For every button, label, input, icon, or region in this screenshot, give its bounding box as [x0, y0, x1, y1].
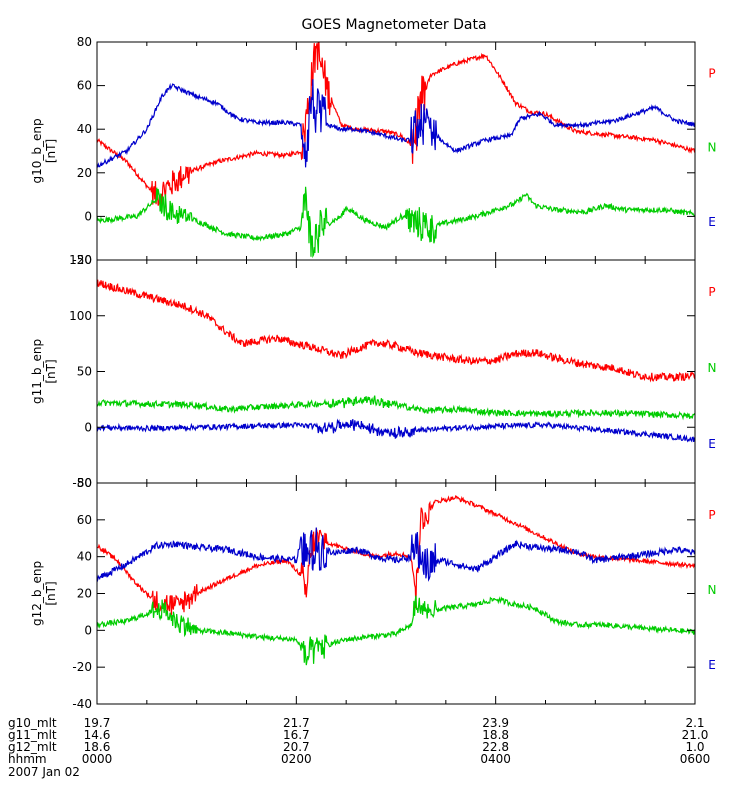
footer-row-value: 23.9 [482, 716, 509, 730]
y-tick-label: 80 [77, 35, 92, 49]
y-tick-label: 40 [77, 122, 92, 136]
y-tick-label: 0 [84, 209, 92, 223]
series-line-e [97, 79, 695, 168]
y-axis-label: g11_b_enp [30, 339, 44, 404]
chart-footer: g10_mlt 19.7 21.7 23.9 2.1 g11_mlt 14.6 16.7 18.… [8, 716, 710, 779]
footer-row-value: 0000 [82, 752, 113, 766]
y-tick-label: 60 [77, 79, 92, 93]
series-line-n [97, 186, 695, 259]
footer-row-value: 16.7 [283, 728, 310, 742]
panel-1: -20 0 20 40 60 80 g10_b_enp [nT] P N E [30, 35, 716, 267]
footer-row-label: g10_mlt [8, 716, 57, 730]
y-tick-label: 0 [84, 623, 92, 637]
footer-row-value: 18.6 [84, 740, 111, 754]
footer-row-value: 21.0 [682, 728, 709, 742]
y-tick-label: 100 [69, 309, 92, 323]
panel-series [97, 42, 695, 259]
y-axis-unit: [nT] [44, 139, 58, 163]
footer-row-value: 19.7 [84, 716, 111, 730]
legend-e: E [708, 437, 716, 451]
footer-row-value: 0600 [680, 752, 711, 766]
footer-row-value: 21.7 [283, 716, 310, 730]
chart-title: GOES Magnetometer Data [301, 17, 486, 33]
legend-n: N [708, 583, 717, 597]
series-line-e [97, 527, 695, 583]
panel-series [97, 279, 695, 443]
y-tick-label: -20 [72, 253, 92, 267]
y-tick-label: -40 [72, 697, 92, 711]
footer-row-label: hhmm [8, 752, 47, 766]
y-tick-label: 0 [84, 420, 92, 434]
y-tick-label: -20 [72, 660, 92, 674]
footer-row-label: g12_mlt [8, 740, 57, 754]
panel-2: -50 0 50 100 150 g11_b_enp [nT] P N E [30, 253, 716, 490]
footer-row-label: g11_mlt [8, 728, 57, 742]
series-line-n [97, 595, 695, 666]
series-line-p [97, 495, 695, 616]
series-line-n [97, 395, 695, 421]
footer-row-value: 0200 [281, 752, 312, 766]
series-line-e [97, 418, 695, 443]
y-tick-label: 80 [77, 476, 92, 490]
footer-row-value: 20.7 [283, 740, 310, 754]
legend-p: P [708, 285, 715, 299]
footer-row-value: 2.1 [685, 716, 704, 730]
legend-e: E [708, 215, 716, 229]
legend-e: E [708, 658, 716, 672]
y-tick-label: 20 [77, 166, 92, 180]
footer-date: 2007 Jan 02 [8, 765, 80, 779]
series-line-p [97, 42, 695, 206]
legend-n: N [708, 141, 717, 155]
panel-3: -40 -20 0 20 40 60 80 g12_b_enp [nT] P N E [30, 476, 716, 711]
footer-row-value: 18.8 [482, 728, 509, 742]
series-line-p [97, 279, 695, 383]
y-tick-label: 60 [77, 513, 92, 527]
y-tick-label: 40 [77, 550, 92, 564]
y-axis-label: g10_b_enp [30, 118, 44, 183]
y-tick-label: 150 [69, 253, 92, 267]
y-axis-label: g12_b_enp [30, 561, 44, 626]
y-axis-unit: [nT] [44, 581, 58, 605]
footer-row-value: 0400 [480, 752, 511, 766]
y-tick-label: 50 [77, 365, 92, 379]
y-axis-unit: [nT] [44, 359, 58, 383]
y-tick-label: -50 [72, 476, 92, 490]
legend-p: P [708, 67, 715, 81]
legend-p: P [708, 508, 715, 522]
panel-series [97, 495, 695, 666]
footer-row-value: 1.0 [685, 740, 704, 754]
legend-n: N [708, 361, 717, 375]
footer-row-value: 22.8 [482, 740, 509, 754]
footer-row-value: 14.6 [84, 728, 111, 742]
y-tick-label: 20 [77, 587, 92, 601]
